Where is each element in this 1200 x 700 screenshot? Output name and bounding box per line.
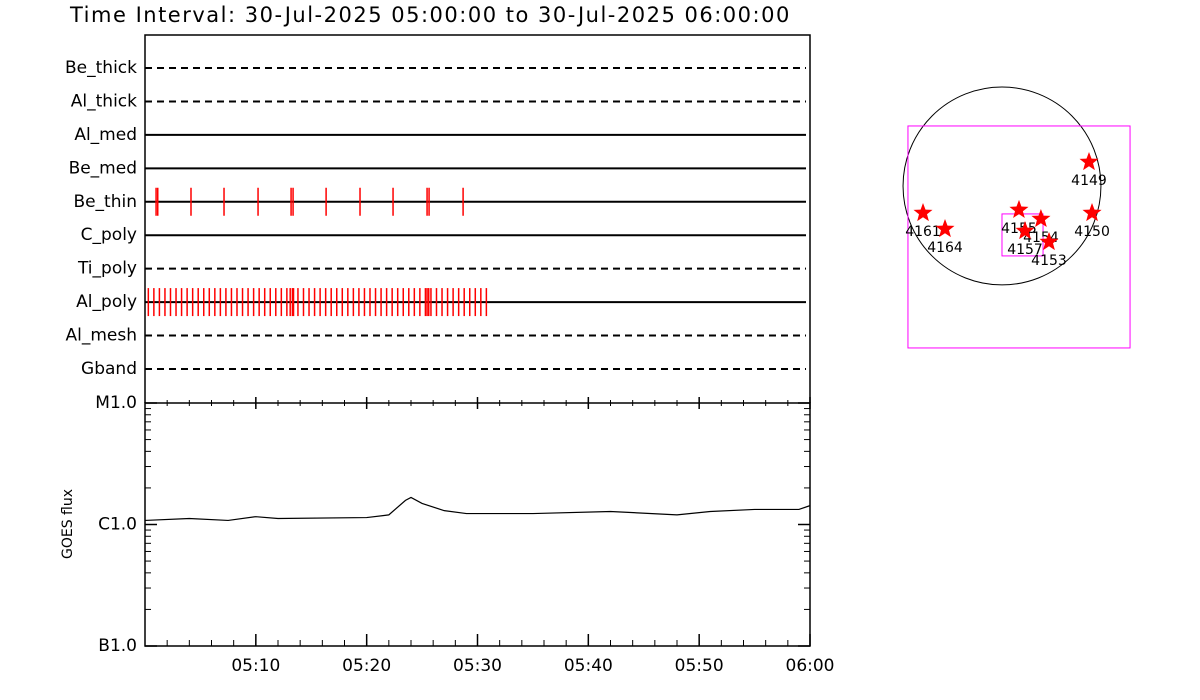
filter-label: Be_med: [69, 158, 137, 178]
region-star: [1082, 203, 1102, 222]
filter-label: Al_mesh: [65, 326, 137, 346]
filter-label: Al_thick: [71, 91, 137, 111]
filter-label: Be_thick: [65, 58, 137, 78]
x-tick-label: 05:40: [564, 656, 613, 676]
x-tick-label: 05:30: [453, 656, 502, 676]
x-tick-label: 05:50: [675, 656, 724, 676]
region-star: [913, 203, 933, 222]
filter-label: Gband: [81, 359, 137, 379]
x-tick-label: 06:00: [786, 656, 835, 676]
region-label: 4149: [1071, 173, 1107, 189]
region-star: [1039, 232, 1059, 251]
chart-title: Time Interval: 30-Jul-2025 05:00:00 to 3…: [69, 3, 791, 27]
y-tick-label: C1.0: [98, 515, 137, 535]
solar-disk: [902, 86, 1102, 286]
region-label: 4164: [927, 240, 963, 256]
region-label: 4161: [905, 224, 941, 240]
y-tick-label: M1.0: [95, 393, 137, 413]
filter-label: Al_poly: [76, 292, 137, 312]
goes-curve: [144, 496, 811, 522]
goes-frame: [144, 402, 811, 647]
region-label: 4157: [1007, 242, 1043, 258]
region-star: [1009, 199, 1029, 218]
region-star: [1031, 209, 1051, 227]
timeline-frame: [144, 34, 811, 403]
x-tick-label: 05:20: [342, 656, 391, 676]
region-star: [935, 219, 955, 238]
y-axis-label: GOES flux: [60, 489, 76, 559]
filter-label: Al_med: [74, 125, 137, 145]
y-tick-label: B1.0: [98, 636, 137, 656]
region-star: [1079, 152, 1099, 171]
filter-label: Be_thin: [73, 192, 137, 212]
filter-label: C_poly: [81, 225, 137, 245]
fov-box: [907, 125, 1131, 349]
region-star: [1015, 221, 1035, 240]
x-tick-label: 05:10: [231, 656, 280, 676]
filter-label: Ti_poly: [77, 259, 137, 279]
region-label: 4150: [1074, 224, 1110, 240]
region-label: 4153: [1031, 253, 1067, 269]
